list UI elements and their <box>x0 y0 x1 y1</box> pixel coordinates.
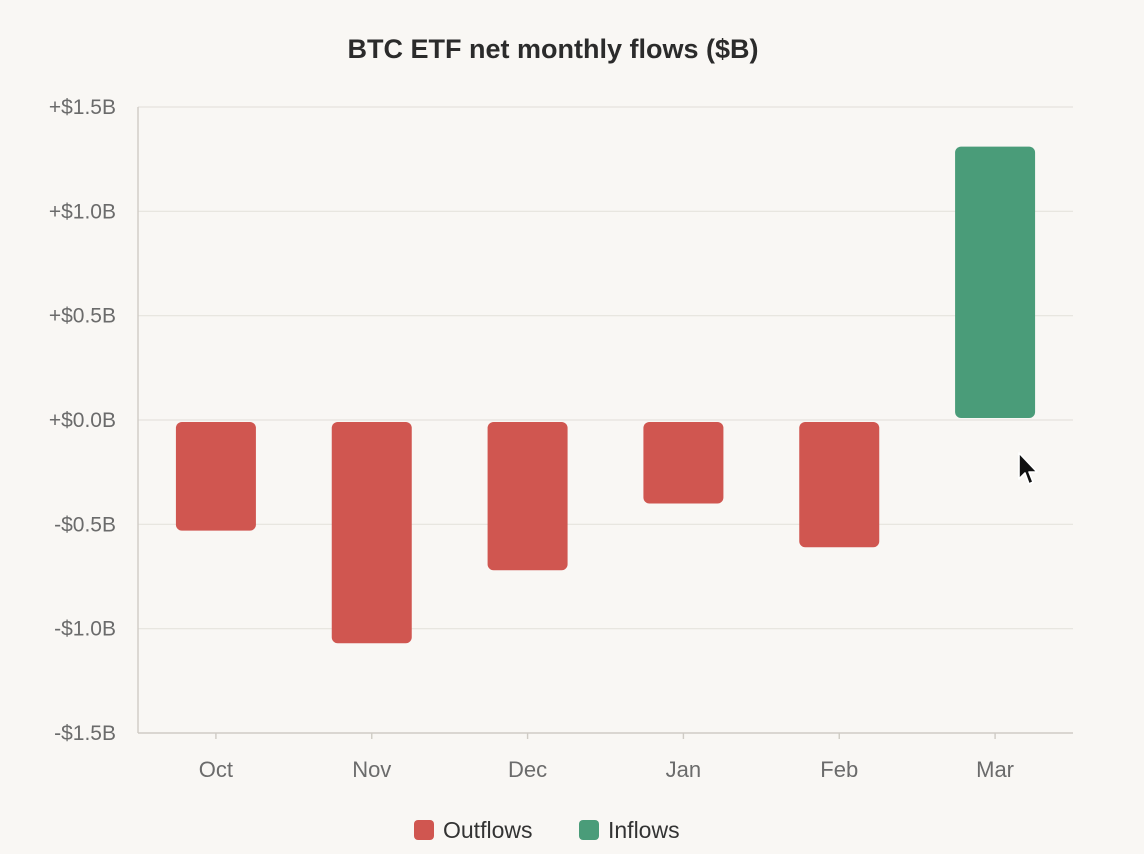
bar-feb[interactable] <box>799 422 880 548</box>
legend-swatch-inflows <box>579 820 599 840</box>
y-tick-label: +$1.0B <box>49 200 116 223</box>
y-tick-label: +$0.5B <box>49 305 116 328</box>
bar-layer <box>175 146 1036 644</box>
x-tick-label-jan: Jan <box>666 757 701 782</box>
chart-title: BTC ETF net monthly flows ($B) <box>348 34 759 64</box>
bar-nov[interactable] <box>331 422 412 644</box>
x-tick-label-mar: Mar <box>976 757 1014 782</box>
bar-mar[interactable] <box>955 146 1036 418</box>
bar-jan[interactable] <box>643 422 724 504</box>
y-tick-label: -$1.5B <box>54 722 116 745</box>
y-tick-label: +$1.5B <box>49 96 116 119</box>
legend: Outflows Inflows <box>414 817 680 843</box>
bar-oct[interactable] <box>175 422 256 531</box>
x-tick-label-dec: Dec <box>508 757 547 782</box>
legend-swatch-outflows <box>414 820 434 840</box>
y-tick-label: -$0.5B <box>54 513 116 536</box>
legend-label-inflows[interactable]: Inflows <box>608 817 680 843</box>
x-tick-label-nov: Nov <box>352 757 391 782</box>
bar-dec[interactable] <box>487 422 568 571</box>
y-tick-label: -$1.0B <box>54 618 116 641</box>
axis-layer: +$1.5B +$1.0B +$0.5B +$0.0B -$0.5B -$1.0B -$1.… <box>49 96 1073 782</box>
legend-label-outflows[interactable]: Outflows <box>443 817 532 843</box>
x-tick-label-oct: Oct <box>199 757 233 782</box>
y-tick-label: +$0.0B <box>49 409 116 432</box>
grid-layer <box>138 106 1073 630</box>
mouse-pointer-icon <box>1018 452 1038 485</box>
x-tick-label-feb: Feb <box>820 757 858 782</box>
